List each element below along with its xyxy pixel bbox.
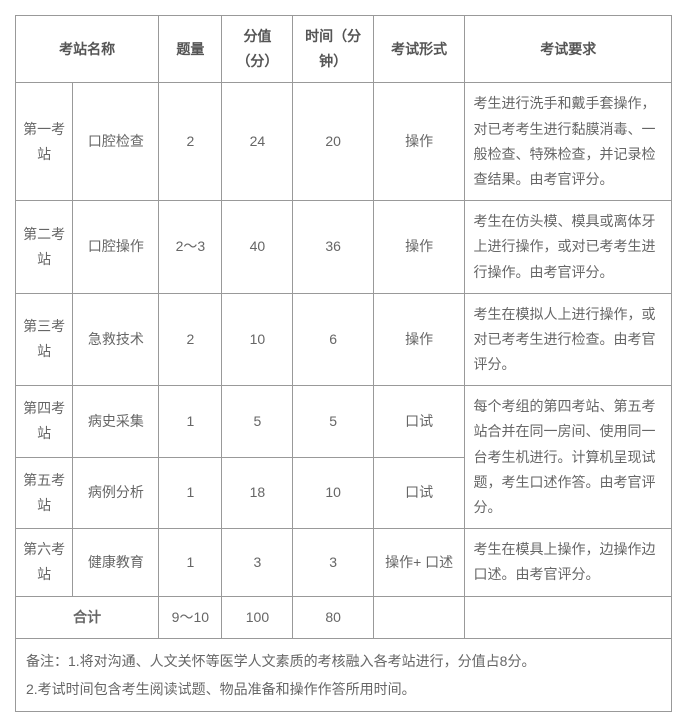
format-cell: 口试 [373,457,465,528]
total-score: 100 [222,596,293,638]
qty-cell: 1 [159,386,222,457]
name-cell: 健康教育 [73,529,159,596]
score-cell: 10 [222,293,293,386]
score-cell: 40 [222,201,293,294]
time-cell: 20 [293,83,373,201]
name-cell: 口腔检查 [73,83,159,201]
format-cell: 操作 [373,293,465,386]
table-row: 第一考站 口腔检查 2 24 20 操作 考生进行洗手和戴手套操作，对已考考生进… [16,83,672,201]
total-time: 80 [293,596,373,638]
table-row: 第二考站 口腔操作 2～3 40 36 操作 考生在仿头模、模具或离体牙上进行操… [16,201,672,294]
format-cell: 口试 [373,386,465,457]
header-time: 时间（分钟） [293,16,373,83]
name-cell: 病例分析 [73,457,159,528]
header-format: 考试形式 [373,16,465,83]
format-cell: 操作 [373,201,465,294]
total-label: 合计 [16,596,159,638]
time-cell: 10 [293,457,373,528]
total-row: 合计 9～10 100 80 [16,596,672,638]
notes-row: 备注：1.将对沟通、人文关怀等医学人文素质的考核融入各考站进行，分值占8分。 2… [16,638,672,711]
total-qty: 9～10 [159,596,222,638]
header-score: 分值（分） [222,16,293,83]
notes-cell: 备注：1.将对沟通、人文关怀等医学人文素质的考核融入各考站进行，分值占8分。 2… [16,638,672,711]
table-row: 第四考站 病史采集 1 5 5 口试 每个考组的第四考站、第五考站合并在同一房间… [16,386,672,457]
station-cell: 第三考站 [16,293,73,386]
format-cell: 操作 [373,83,465,201]
exam-stations-table: 考站名称 题量 分值（分） 时间（分钟） 考试形式 考试要求 第一考站 口腔检查… [15,15,672,712]
station-cell: 第六考站 [16,529,73,596]
total-req [465,596,672,638]
name-cell: 口腔操作 [73,201,159,294]
total-format [373,596,465,638]
time-cell: 3 [293,529,373,596]
score-cell: 18 [222,457,293,528]
score-cell: 24 [222,83,293,201]
score-cell: 5 [222,386,293,457]
station-cell: 第二考站 [16,201,73,294]
req-cell: 考生在模具上操作，边操作边口述。由考官评分。 [465,529,672,596]
qty-cell: 2 [159,293,222,386]
name-cell: 急救技术 [73,293,159,386]
table-row: 第六考站 健康教育 1 3 3 操作+ 口述 考生在模具上操作，边操作边口述。由… [16,529,672,596]
time-cell: 36 [293,201,373,294]
header-req: 考试要求 [465,16,672,83]
req-cell: 每个考组的第四考站、第五考站合并在同一房间、使用同一台考生机进行。计算机呈现试题… [465,386,672,529]
name-cell: 病史采集 [73,386,159,457]
time-cell: 5 [293,386,373,457]
table-row: 第三考站 急救技术 2 10 6 操作 考生在模拟人上进行操作，或对已考考生进行… [16,293,672,386]
req-cell: 考生在仿头模、模具或离体牙上进行操作，或对已考考生进行操作。由考官评分。 [465,201,672,294]
qty-cell: 2 [159,83,222,201]
station-cell: 第五考站 [16,457,73,528]
station-cell: 第四考站 [16,386,73,457]
qty-cell: 1 [159,457,222,528]
req-cell: 考生在模拟人上进行操作，或对已考考生进行检查。由考官评分。 [465,293,672,386]
req-cell: 考生进行洗手和戴手套操作，对已考考生进行黏膜消毒、一般检查、特殊检查，并记录检查… [465,83,672,201]
format-cell: 操作+ 口述 [373,529,465,596]
header-station: 考站名称 [16,16,159,83]
station-cell: 第一考站 [16,83,73,201]
note-line-1: 备注：1.将对沟通、人文关怀等医学人文素质的考核融入各考站进行，分值占8分。 [26,647,661,675]
header-row: 考站名称 题量 分值（分） 时间（分钟） 考试形式 考试要求 [16,16,672,83]
time-cell: 6 [293,293,373,386]
qty-cell: 1 [159,529,222,596]
qty-cell: 2～3 [159,201,222,294]
score-cell: 3 [222,529,293,596]
header-qty: 题量 [159,16,222,83]
note-line-2: 2.考试时间包含考生阅读试题、物品准备和操作作答所用时间。 [26,675,661,703]
